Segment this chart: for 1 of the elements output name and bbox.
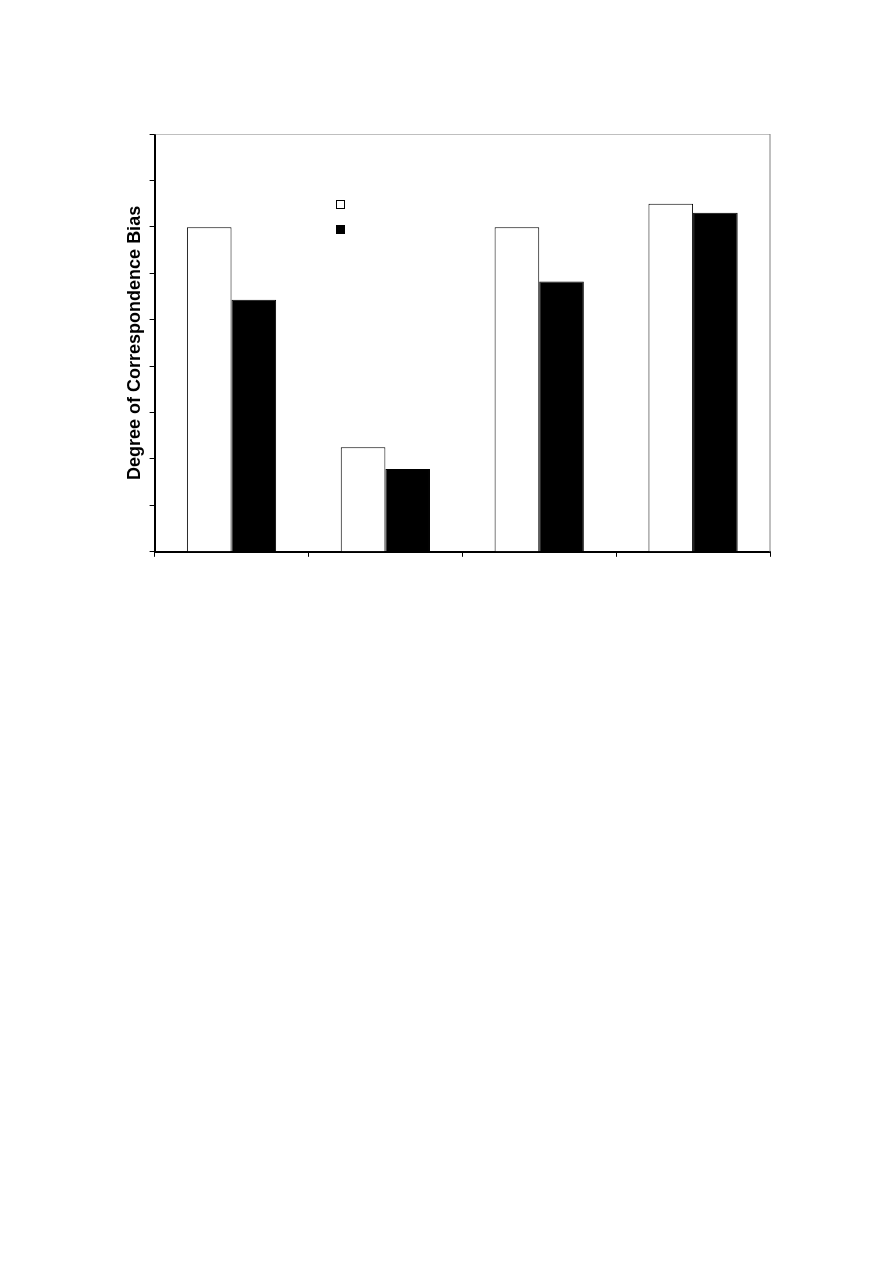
y-axis-title: Degree of Correspondence Bias bbox=[123, 205, 144, 480]
